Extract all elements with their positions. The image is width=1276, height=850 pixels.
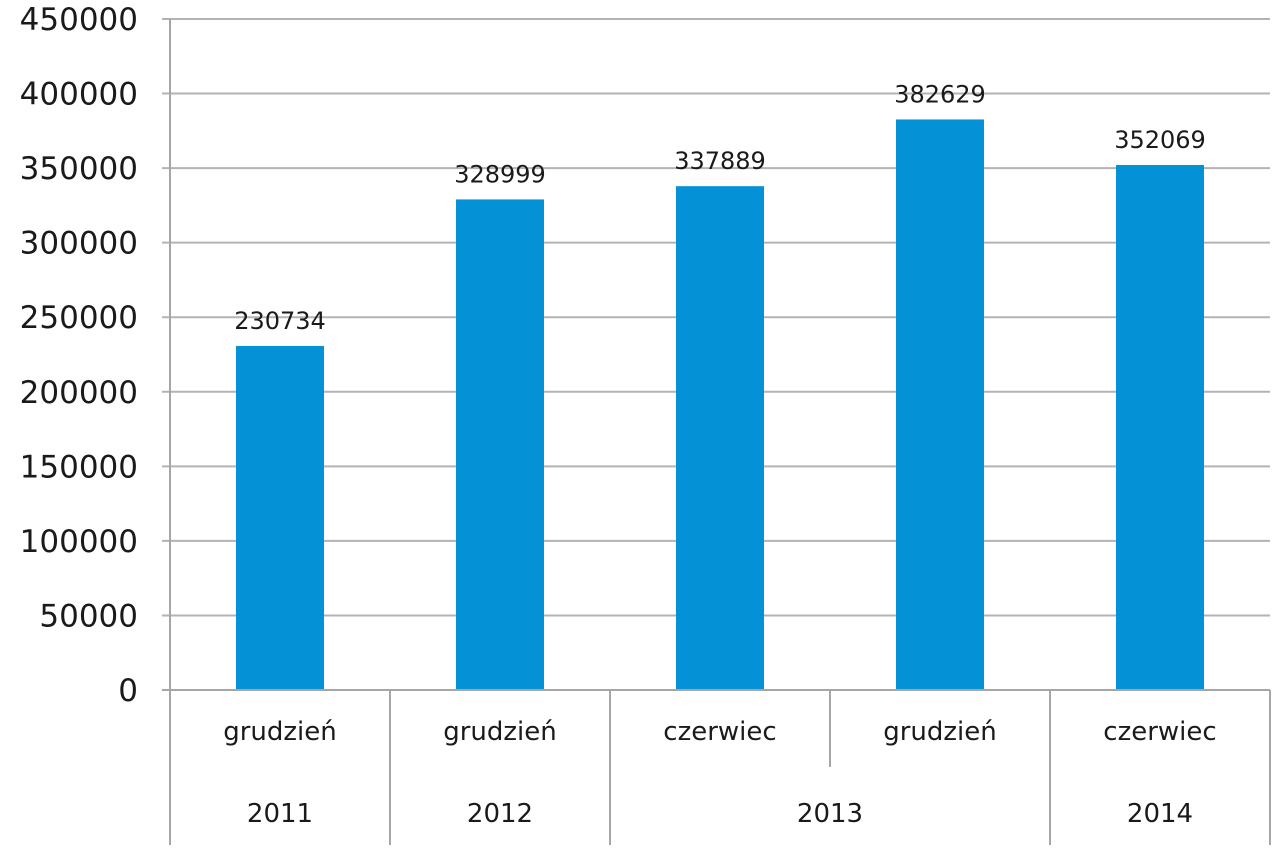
data-label: 230734 — [234, 307, 326, 335]
x-year-label: 2011 — [247, 799, 313, 829]
data-label: 352069 — [1114, 126, 1206, 154]
bar — [676, 186, 764, 690]
y-tick-label: 0 — [118, 673, 138, 709]
y-tick-label: 250000 — [20, 300, 138, 336]
x-year-label: 2013 — [797, 799, 863, 829]
axes — [162, 19, 1271, 845]
data-label: 382629 — [894, 80, 986, 108]
bar — [896, 119, 984, 691]
bars — [236, 119, 1204, 691]
x-category-label: grudzień — [443, 717, 557, 747]
y-tick-label: 450000 — [20, 2, 138, 38]
labels: 0 50000 100000 150000 200000 250000 300000 3500… — [20, 2, 1217, 829]
x-year-label: 2012 — [467, 799, 533, 829]
y-tick-label: 350000 — [20, 151, 138, 187]
bar — [236, 345, 324, 690]
y-tick-label: 400000 — [20, 77, 138, 113]
y-tick-label: 150000 — [20, 449, 138, 485]
y-tick-label: 300000 — [20, 226, 138, 262]
y-tick-label: 100000 — [20, 524, 138, 560]
data-label: 337889 — [674, 147, 766, 175]
y-tick-label: 50000 — [39, 598, 138, 634]
data-label: 328999 — [454, 160, 546, 188]
x-category-label: czerwiec — [663, 717, 776, 747]
x-category-label: grudzień — [223, 717, 337, 747]
bar — [456, 199, 544, 690]
y-tick-label: 200000 — [20, 375, 138, 411]
bar — [1116, 165, 1204, 690]
x-year-label: 2014 — [1127, 799, 1193, 829]
x-category-label: grudzień — [883, 717, 997, 747]
x-category-label: czerwiec — [1103, 717, 1216, 747]
